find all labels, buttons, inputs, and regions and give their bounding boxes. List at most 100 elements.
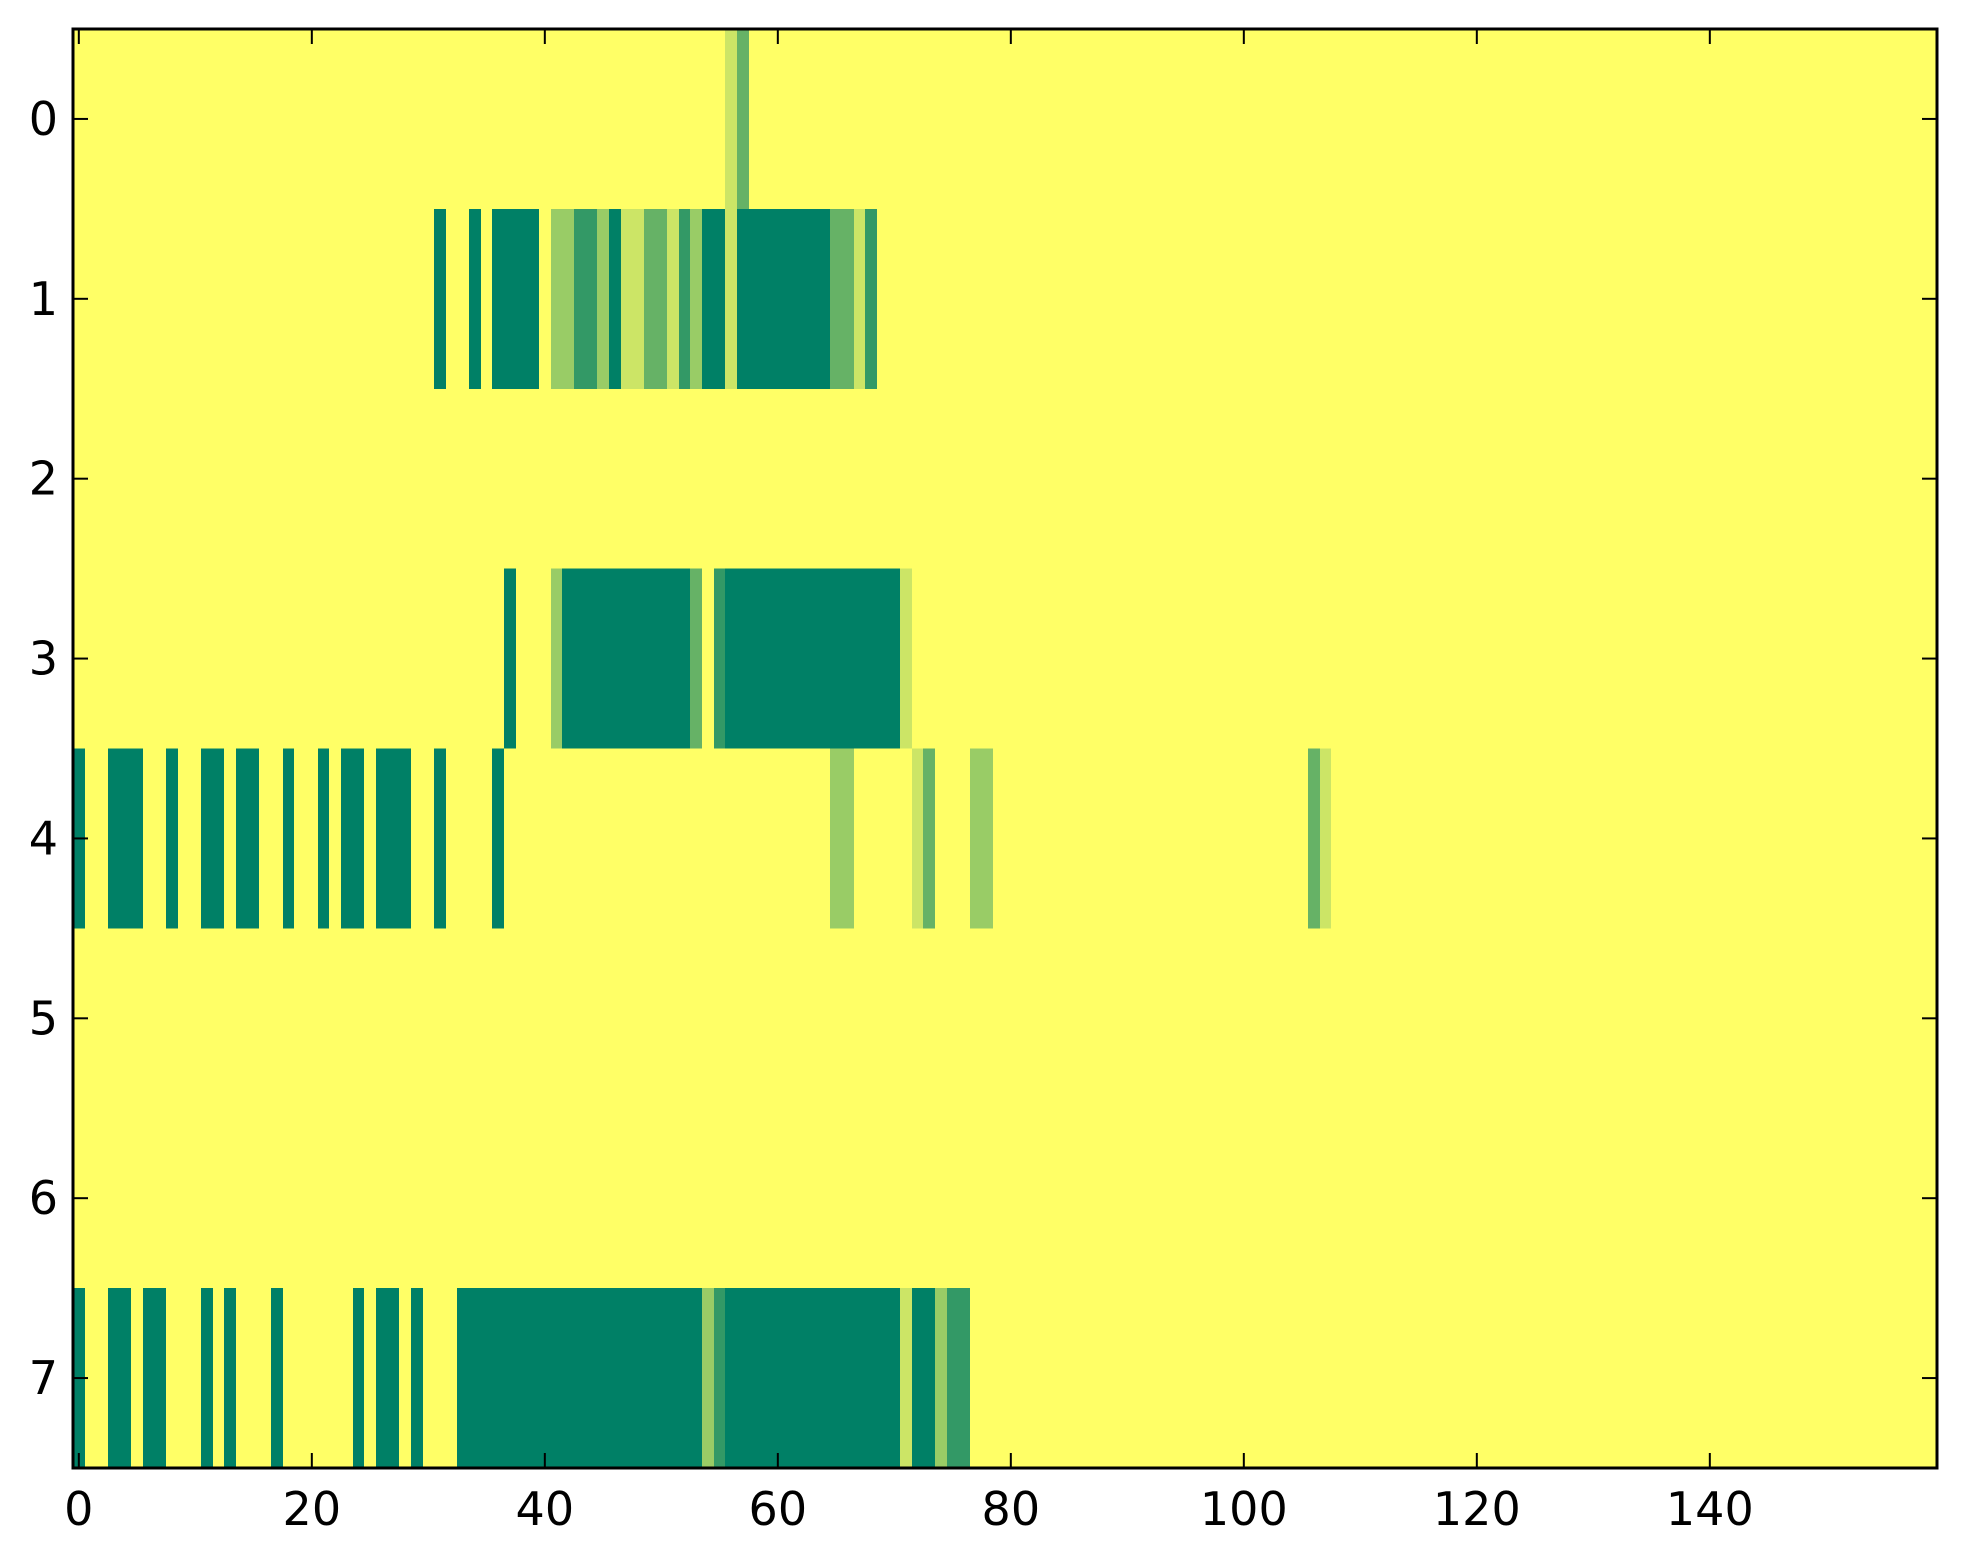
heatmap-cell [155, 1288, 166, 1468]
heatmap-cell [935, 1288, 947, 1468]
heatmap-cell [201, 1288, 213, 1468]
heatmap-cell [819, 1288, 830, 1468]
heatmap-cell [574, 1288, 586, 1468]
x-tick-label: 0 [64, 1482, 93, 1536]
heatmap-cell [166, 748, 178, 929]
heatmap-cell [213, 748, 224, 929]
heatmap-cell [399, 748, 411, 929]
heatmap-cell [516, 1288, 527, 1468]
heatmap-cell [434, 748, 446, 929]
heatmap-cell [562, 1288, 574, 1468]
heatmap-cell [760, 568, 772, 749]
y-axis-tick-labels: 0 1 2 3 4 5 6 7 [29, 92, 58, 1405]
heatmap-cell [865, 1288, 877, 1468]
heatmap-cell [143, 1288, 155, 1468]
heatmap-cell [772, 1288, 784, 1468]
heatmap-cell [644, 568, 656, 749]
heatmap-cell [457, 1288, 469, 1468]
heatmap-cell [749, 208, 760, 389]
heatmap-cell [819, 208, 830, 389]
y-tick-label: 7 [29, 1351, 58, 1405]
heatmap-cell [749, 568, 760, 749]
y-tick-label: 2 [29, 452, 58, 506]
heatmap-cell [737, 208, 749, 389]
heatmap-cell [504, 1288, 516, 1468]
y-tick-label: 5 [29, 991, 58, 1045]
heatmap-cell [877, 1288, 889, 1468]
heatmap-cell [772, 208, 784, 389]
heatmap-cell [912, 1288, 923, 1468]
heatmap-cell [958, 1288, 970, 1468]
heatmap-cell [807, 568, 819, 749]
heatmap-cell [690, 568, 702, 749]
heatmap-cell [725, 208, 737, 389]
heatmap-cell [807, 1288, 819, 1468]
heatmap-cell [644, 1288, 656, 1468]
heatmap-cell [609, 568, 621, 749]
heatmap-cell [842, 208, 854, 389]
x-tick-label: 100 [1200, 1482, 1288, 1536]
heatmap-cell [574, 568, 586, 749]
heatmap-cell [504, 208, 516, 389]
heatmap-cell [819, 568, 830, 749]
heatmap-cell [609, 1288, 621, 1468]
heatmap-cell [795, 568, 807, 749]
heatmap-cell [527, 1288, 539, 1468]
heatmap-cell [597, 568, 609, 749]
heatmap-cell [784, 1288, 795, 1468]
axis-ticks [73, 29, 1937, 1468]
heatmap-cell [481, 1288, 492, 1468]
heatmap-cell [632, 208, 644, 389]
heatmap-cell [900, 568, 912, 749]
heatmap-cell [854, 568, 865, 749]
heatmap-cell [539, 1288, 551, 1468]
heatmap-cell [679, 568, 690, 749]
heatmap-cell [283, 748, 294, 929]
heatmap-cell [131, 748, 143, 929]
x-tick-label: 40 [516, 1482, 575, 1536]
heatmap-cell [586, 1288, 597, 1468]
heatmap-cell [749, 1288, 760, 1468]
heatmap-cell [830, 208, 842, 389]
heatmap-cell [690, 208, 702, 389]
y-tick-label: 6 [29, 1171, 58, 1225]
heatmap-cell [492, 1288, 504, 1468]
heatmap-cell [562, 208, 574, 389]
heatmap-cell [923, 748, 935, 929]
heatmap-cell [714, 568, 725, 749]
heatmap-cell [760, 1288, 772, 1468]
heatmap-cell [830, 1288, 842, 1468]
heatmap-cell [690, 1288, 702, 1468]
heatmap-cell [830, 568, 842, 749]
heatmap-cell [725, 1288, 737, 1468]
heatmap-cell [679, 1288, 690, 1468]
heatmap-cell [551, 568, 562, 749]
x-tick-label: 80 [982, 1482, 1041, 1536]
heatmap-cell [877, 568, 889, 749]
heatmap-cell [492, 748, 504, 929]
heatmap-cell [854, 1288, 865, 1468]
heatmap-cell [586, 568, 597, 749]
heatmap-cell [353, 1288, 364, 1468]
heatmap-cell [469, 208, 481, 389]
y-tick-label: 4 [29, 811, 58, 865]
heatmap-cell [469, 1288, 481, 1468]
plot-area [73, 29, 1937, 1468]
heatmap-cell [900, 1288, 912, 1468]
heatmap-cell [108, 1288, 120, 1468]
heatmap-cell [504, 568, 516, 749]
heatmap-cell [923, 1288, 935, 1468]
heatmap-cell [644, 208, 656, 389]
heatmap-cell [667, 568, 679, 749]
heatmap-cell [982, 748, 993, 929]
heatmap-cell [224, 1288, 236, 1468]
y-tick-label: 1 [29, 272, 58, 326]
heatmap-cell [737, 1288, 749, 1468]
heatmap-cell [947, 1288, 958, 1468]
y-tick-label: 3 [29, 632, 58, 686]
heatmap-cell [388, 748, 399, 929]
heatmap-cell [586, 208, 597, 389]
heatmap-cell [120, 1288, 131, 1468]
heatmap-cell [376, 748, 388, 929]
heatmap-cell [516, 208, 527, 389]
